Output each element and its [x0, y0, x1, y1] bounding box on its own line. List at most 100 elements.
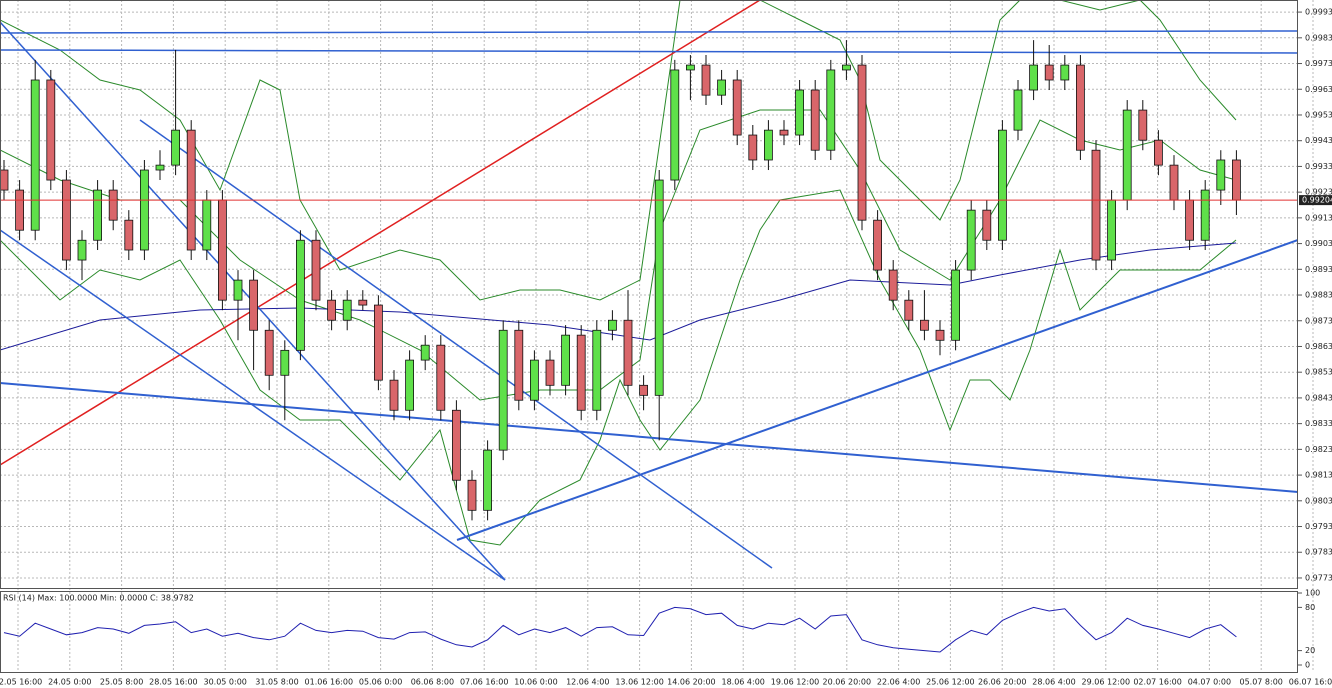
- candle-body: [186, 129, 196, 251]
- candle-body: [639, 384, 648, 396]
- y-tick-label: 0.98035: [1305, 496, 1332, 505]
- candle-body: [30, 79, 40, 231]
- x-tick-label: 14.06 20:00: [667, 678, 716, 687]
- x-tick-label: 13.06 12:00: [615, 678, 664, 687]
- candle-body: [748, 134, 758, 161]
- candle-body: [701, 64, 711, 96]
- candle-body: [1154, 139, 1163, 166]
- y-tick-label: 0.97735: [1305, 573, 1332, 582]
- candle-body: [935, 329, 945, 341]
- candle-body: [311, 239, 321, 301]
- overlay-layer: [0, 0, 1298, 581]
- x-tick-label: 02.07 16:00: [1133, 678, 1182, 687]
- candle-body: [295, 239, 305, 351]
- y-tick-label: 0.98435: [1305, 393, 1332, 402]
- candle-body: [1076, 64, 1085, 151]
- y-tick-label: 0.98135: [1305, 471, 1332, 480]
- x-tick-label: 05.07 8:00: [1239, 678, 1282, 687]
- candle-body: [483, 449, 493, 511]
- y-tick-label: 0.98235: [1305, 445, 1332, 454]
- trend-line: [0, 382, 1298, 493]
- candle-body: [608, 319, 617, 331]
- candle-body: [1107, 199, 1116, 261]
- candle-body: [779, 129, 789, 136]
- candle-body: [405, 359, 415, 411]
- candle-body: [920, 319, 929, 331]
- candle-body: [202, 199, 212, 251]
- y-tick-label: 0.99235: [1305, 188, 1332, 197]
- y-tick-label: 0.98635: [1305, 342, 1332, 351]
- candle-body: [623, 319, 633, 386]
- candle-body: [15, 189, 25, 231]
- candle-body: [670, 69, 680, 181]
- candle-body: [514, 329, 524, 401]
- horizontal-line: [0, 49, 1298, 54]
- y-tick-label: 0.99135: [1305, 213, 1332, 222]
- candle-body: [1200, 189, 1210, 241]
- candle-body: [249, 279, 259, 331]
- candle-body: [77, 239, 87, 261]
- candle-body: [982, 209, 992, 241]
- trend-line: [139, 119, 773, 569]
- candle-body: [888, 269, 898, 301]
- candle-body: [561, 334, 570, 386]
- candle-body: [1122, 109, 1132, 201]
- x-tick-label: 25.06 12:00: [926, 678, 975, 687]
- y-tick-label: 0.99535: [1305, 110, 1332, 119]
- candle-body: [280, 349, 290, 376]
- candle-body: [732, 79, 742, 136]
- candle-body: [171, 129, 181, 166]
- candle-body: [951, 269, 960, 341]
- candle-body: [966, 209, 976, 271]
- candle-body: [795, 89, 804, 136]
- current-price-label: 0.99204: [1302, 196, 1332, 205]
- x-tick-label: 31.05 8:00: [255, 678, 298, 687]
- candle-body: [1185, 199, 1194, 241]
- candle-body: [1138, 109, 1148, 141]
- candle-body: [686, 64, 695, 71]
- y-tick-label: 0: [1305, 661, 1310, 670]
- candle-body: [498, 329, 508, 451]
- candle-body: [1216, 159, 1226, 191]
- y-tick-label: 0.99435: [1305, 136, 1332, 145]
- y-tick-label: 0.99835: [1305, 33, 1332, 42]
- candle-body: [717, 79, 726, 96]
- candle-body: [576, 334, 586, 411]
- y-tick-label: 0.99935: [1305, 8, 1332, 17]
- x-tick-label: 30.05 0:00: [203, 678, 246, 687]
- rsi-line: [3, 606, 1237, 653]
- x-tick-label: 18.06 4:00: [721, 678, 764, 687]
- moving-average: [0, 242, 1237, 351]
- y-tick-label: 0.97835: [1305, 548, 1332, 557]
- candle-body: [1013, 89, 1023, 131]
- candle-body: [93, 189, 102, 241]
- y-tick-label: 80: [1305, 603, 1315, 612]
- candle-body: [592, 329, 602, 411]
- y-tick-label: 0.98535: [1305, 368, 1332, 377]
- candle-body: [389, 379, 399, 411]
- candle-body: [436, 344, 446, 411]
- rsi-layer: [3, 606, 1237, 653]
- x-tick-label: 06.07 16:00: [1289, 678, 1332, 687]
- rsi-title: RSI (14) Max: 100.0000 Min: 0.0000 C: 38…: [3, 594, 194, 603]
- x-tick-label: 28.06 4:00: [1032, 678, 1075, 687]
- horizontal-line: [0, 30, 1298, 34]
- candle-body: [451, 409, 461, 481]
- y-tick-label: 0.99335: [1305, 162, 1332, 171]
- candle-body: [373, 304, 383, 381]
- x-tick-label: 04.07 0:00: [1188, 678, 1231, 687]
- candle-body: [358, 299, 368, 306]
- trend-line: [0, 0, 761, 466]
- candle-body: [810, 89, 820, 151]
- candle-body: [904, 299, 914, 321]
- candle-body: [0, 169, 9, 191]
- candle-body: [764, 129, 773, 161]
- x-tick-label: 12.06 4:00: [566, 678, 609, 687]
- candle-body: [1169, 164, 1179, 201]
- grid-layer: [0, 0, 1314, 672]
- x-tick-label: 05.06 0:00: [359, 678, 402, 687]
- candle-body: [139, 169, 149, 251]
- current-price-box: [1299, 195, 1332, 206]
- candle-body: [264, 329, 274, 376]
